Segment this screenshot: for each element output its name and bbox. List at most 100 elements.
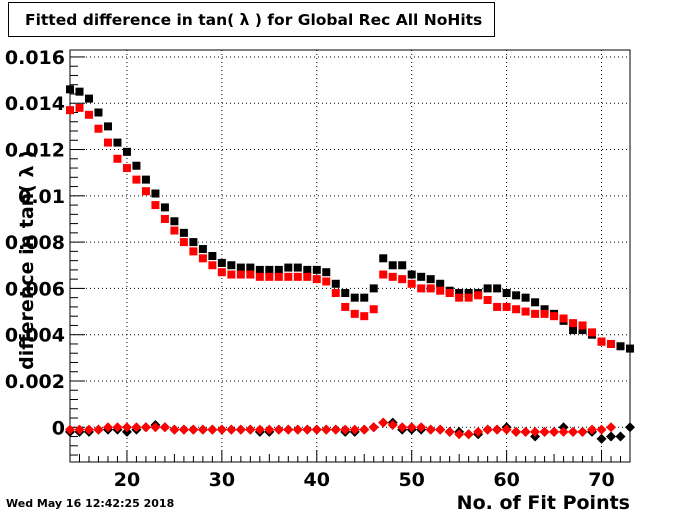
data-point-diamond <box>606 422 617 433</box>
data-point-diamond <box>511 426 522 437</box>
data-point-diamond <box>330 424 341 435</box>
data-point-square <box>540 309 549 318</box>
data-point-square <box>531 309 540 318</box>
x-tick-label: 30 <box>209 469 235 491</box>
x-tick-label: 70 <box>588 469 614 491</box>
data-point-square <box>379 254 388 263</box>
data-point-square <box>436 279 445 288</box>
timestamp: Wed May 16 12:42:25 2018 <box>6 497 175 510</box>
data-point-square <box>170 217 179 226</box>
y-tick-label: 0.014 <box>5 93 65 115</box>
data-point-square <box>455 289 464 298</box>
data-point-diamond <box>302 424 313 435</box>
data-point-square <box>455 293 464 302</box>
data-point-diamond <box>444 426 455 437</box>
data-point-square <box>312 265 321 274</box>
data-point-diamond <box>178 424 189 435</box>
data-point-square <box>75 103 84 112</box>
data-point-diamond <box>207 424 218 435</box>
data-point-square <box>132 175 141 184</box>
data-point-square <box>75 87 84 96</box>
data-point-diamond <box>568 426 579 437</box>
data-point-diamond <box>245 424 256 435</box>
data-point-square <box>198 245 207 254</box>
data-point-square <box>398 275 407 284</box>
data-point-diamond <box>397 422 408 433</box>
data-point-square <box>350 309 359 318</box>
data-point-square <box>141 187 150 196</box>
data-point-square <box>284 263 293 272</box>
data-point-diamond <box>549 426 560 437</box>
data-point-diamond <box>197 424 208 435</box>
data-point-diamond <box>321 424 332 435</box>
data-point-square <box>379 270 388 279</box>
data-point-diamond <box>368 422 379 433</box>
chart-title: Fitted difference in tan( λ ) for Global… <box>8 2 495 37</box>
data-point-diamond <box>83 424 94 435</box>
data-point-square <box>464 289 473 298</box>
data-point-square <box>113 154 122 163</box>
data-point-square <box>312 275 321 284</box>
data-point-diamond <box>454 429 465 440</box>
data-point-square <box>360 293 369 302</box>
data-point-diamond <box>606 431 617 442</box>
data-point-square <box>540 305 549 314</box>
data-point-square <box>246 263 255 272</box>
data-point-square <box>179 238 188 247</box>
y-tick-label: 0 <box>52 417 65 439</box>
y-tick-label: 0.012 <box>5 140 65 162</box>
data-point-square <box>303 265 312 274</box>
data-point-square <box>341 302 350 311</box>
data-point-square <box>303 272 312 281</box>
data-point-square <box>179 228 188 237</box>
data-point-diamond <box>169 424 180 435</box>
data-point-square <box>94 124 103 133</box>
data-point-square <box>84 110 93 119</box>
y-tick-labels: 0 0.002 0.004 0.006 0.008 0.01 0.012 0.014 0.016 <box>5 47 65 439</box>
data-point-diamond <box>131 422 142 433</box>
data-point-square <box>607 339 616 348</box>
data-point-diamond <box>340 424 351 435</box>
data-point-square <box>521 293 530 302</box>
data-point-square <box>189 238 198 247</box>
data-point-square <box>464 293 473 302</box>
data-point-square <box>227 270 236 279</box>
data-point-square <box>445 289 454 298</box>
data-point-square <box>474 291 483 300</box>
grid <box>70 50 630 462</box>
data-point-square <box>578 326 587 335</box>
data-point-square <box>255 272 264 281</box>
data-point-diamond <box>406 422 417 433</box>
data-point-diamond <box>74 424 85 435</box>
data-point-diamond <box>625 422 635 433</box>
data-point-square <box>436 286 445 295</box>
data-markers <box>65 85 635 444</box>
y-tick-label: 0.002 <box>5 371 65 393</box>
data-point-square <box>151 189 160 198</box>
data-point-diamond <box>359 424 370 435</box>
data-point-diamond <box>416 422 427 433</box>
data-point-square <box>217 268 226 277</box>
x-tick-label: 50 <box>398 469 424 491</box>
data-point-diamond <box>539 426 550 437</box>
data-point-square <box>398 261 407 270</box>
data-point-square <box>141 175 150 184</box>
x-tick-labels: 20 30 40 50 60 70 <box>114 469 615 491</box>
data-point-diamond <box>112 422 123 433</box>
data-point-diamond <box>435 424 446 435</box>
data-point-diamond <box>93 424 104 435</box>
data-point-square <box>322 277 331 286</box>
data-point-square <box>265 265 274 274</box>
y-tick-label: 0.016 <box>5 47 65 69</box>
data-point-square <box>274 265 283 274</box>
data-point-square <box>559 314 568 323</box>
data-point-square <box>569 319 578 328</box>
data-point-diamond <box>235 424 246 435</box>
data-point-square <box>293 263 302 272</box>
data-point-diamond <box>311 424 322 435</box>
data-point-diamond <box>558 426 569 437</box>
data-point-diamond <box>273 424 284 435</box>
data-point-square <box>483 295 492 304</box>
y-tick-label: 0.006 <box>5 278 65 300</box>
data-point-square <box>426 275 435 284</box>
